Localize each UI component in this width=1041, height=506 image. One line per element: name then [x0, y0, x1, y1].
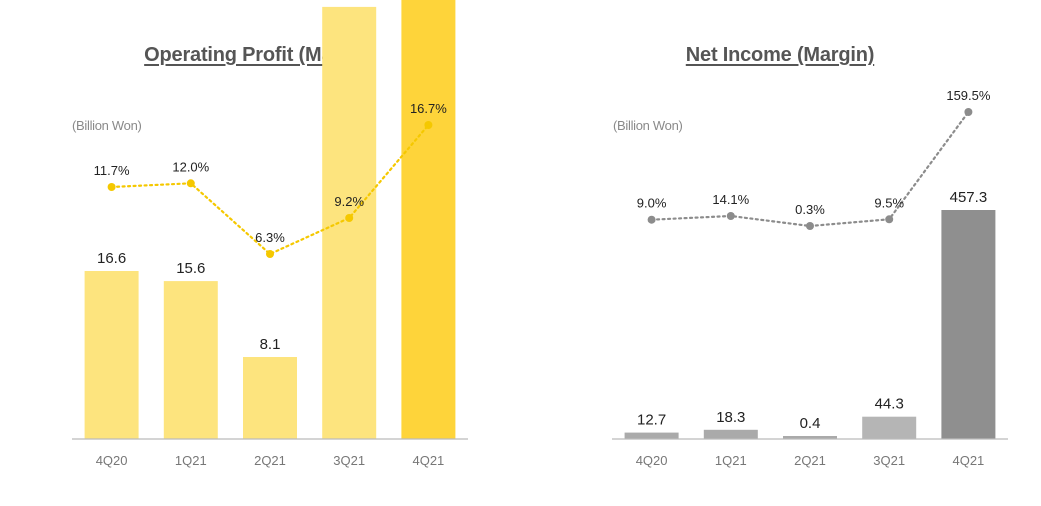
operating-profit-plot: 16.615.68.142.747.94Q201Q212Q213Q214Q211… [72, 0, 468, 468]
bar-3q21 [862, 416, 917, 439]
bar-value-label: 18.3 [716, 409, 745, 426]
bar-3q21 [322, 6, 377, 440]
bar-1q21 [163, 281, 218, 439]
chart-title: Net Income (Margin) [685, 44, 875, 66]
x-tick-label: 4Q20 [96, 453, 128, 468]
x-tick-label: 2Q21 [794, 453, 826, 468]
bar-value-label: 42.7 [335, 0, 364, 3]
operating-profit-chart: Operating Profit (Margin) (Billion Won) … [0, 0, 520, 506]
margin-point [647, 215, 656, 224]
margin-point [107, 183, 116, 191]
bar-4q21 [941, 210, 996, 439]
net-income-chart: Net Income (Margin) (Billion Won) 12.7 18… [520, 0, 1040, 506]
margin-label: 11.7% [94, 163, 130, 178]
x-tick-label: 4Q21 [952, 453, 984, 468]
bars-group [624, 210, 996, 439]
bar-1q21 [703, 429, 758, 439]
x-tick-label: 3Q21 [873, 453, 905, 468]
x-tick-label: 4Q21 [412, 453, 444, 468]
unit-label: (Billion Won) [613, 118, 683, 133]
margin-point [806, 222, 814, 230]
margin-label: 9.5% [874, 195, 904, 210]
bar-value-label: 44.3 [875, 396, 904, 413]
bar-4q21 [401, 0, 456, 440]
x-tick-label: 2Q21 [254, 453, 286, 468]
unit-label: (Billion Won) [72, 118, 142, 133]
bar-value-label: 8.1 [260, 336, 281, 353]
chart-title: Operating Profit (Margin) [144, 44, 376, 66]
margin-label: 9.2% [334, 194, 364, 209]
x-tick-label: 3Q21 [333, 453, 365, 468]
margin-point [266, 250, 274, 258]
margin-point [424, 121, 433, 129]
margin-point [186, 179, 195, 188]
margin-label: 14.1% [712, 192, 749, 207]
bar-value-label: 12.7 [637, 412, 666, 429]
bar-2q21 [243, 357, 297, 439]
bar-value-label: 16.6 [97, 250, 126, 267]
bar-value-label: 0.4 [800, 415, 821, 432]
x-tick-label: 4Q20 [636, 453, 668, 468]
bar-2q21 [783, 436, 837, 439]
margin-label: 12.0% [172, 159, 209, 174]
margin-point [964, 108, 973, 116]
x-tick-label: 1Q21 [175, 453, 207, 468]
margin-point [345, 214, 354, 222]
bar-value-label: 457.3 [950, 189, 988, 206]
margin-point [726, 212, 735, 220]
bars-group [84, 0, 456, 440]
x-tick-label: 1Q21 [715, 453, 747, 468]
bar-4q20 [84, 271, 139, 439]
margin-label: 9.0% [637, 196, 667, 211]
margin-label: 0.3% [795, 202, 825, 217]
margin-point [885, 215, 894, 224]
bar-4q20 [624, 432, 679, 439]
margin-label: 6.3% [255, 230, 285, 245]
net-income-plot: 12.7 18.3 0.4 44.3 457.3 4Q20 1Q21 2Q21 3Q21 4Q21… [612, 88, 1008, 468]
margin-label: 16.7% [410, 101, 447, 116]
margin-label: 159.5% [946, 88, 991, 103]
bar-value-label: 15.6 [176, 260, 205, 277]
margin-line [110, 123, 430, 256]
